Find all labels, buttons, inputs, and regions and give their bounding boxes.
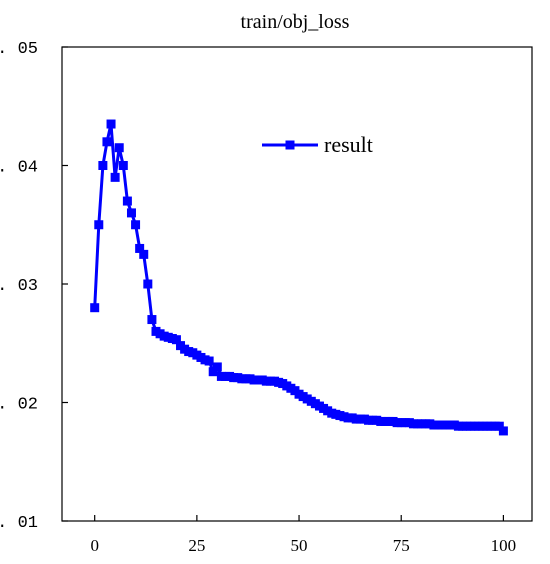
y-tick-label: 0. 01 (0, 514, 38, 533)
data-point (102, 137, 112, 147)
data-point (110, 172, 120, 182)
data-point (106, 119, 116, 129)
x-tick-label: 25 (188, 536, 205, 555)
data-point (114, 143, 124, 153)
data-point (494, 421, 504, 431)
data-point (498, 426, 508, 436)
legend-marker (285, 140, 295, 150)
x-tick-label: 50 (291, 536, 308, 555)
data-point (171, 335, 181, 345)
data-point (139, 249, 149, 259)
data-point (131, 220, 141, 230)
data-point (118, 161, 128, 170)
data-point (122, 196, 132, 206)
series-layer (90, 119, 508, 436)
data-point (147, 315, 157, 325)
data-point (98, 161, 108, 170)
legend: result (262, 132, 373, 157)
chart-title: train/obj_loss (241, 11, 350, 33)
plot-frame (61, 46, 533, 522)
data-point (204, 356, 214, 366)
data-point (143, 279, 153, 289)
data-point (135, 243, 145, 253)
data-point (126, 208, 136, 218)
data-point (90, 303, 100, 313)
legend-label: result (324, 132, 373, 157)
data-point (212, 362, 222, 372)
y-tick-label: 0. 05 (0, 40, 38, 59)
x-tick-label: 100 (491, 536, 517, 555)
data-point (208, 367, 218, 377)
y-tick-label: 0. 02 (0, 396, 38, 415)
y-tick-label: 0. 03 (0, 277, 38, 296)
data-point (94, 220, 104, 230)
plot-area: 0 25 50 75 100 0. 01 0. 02 0. 03 0. 04 0. 05 (0, 40, 533, 555)
y-tick-label: 0. 04 (0, 159, 38, 178)
x-tick-label: 75 (393, 536, 410, 555)
series-line (93, 123, 505, 432)
x-tick-label: 0 (90, 536, 99, 555)
